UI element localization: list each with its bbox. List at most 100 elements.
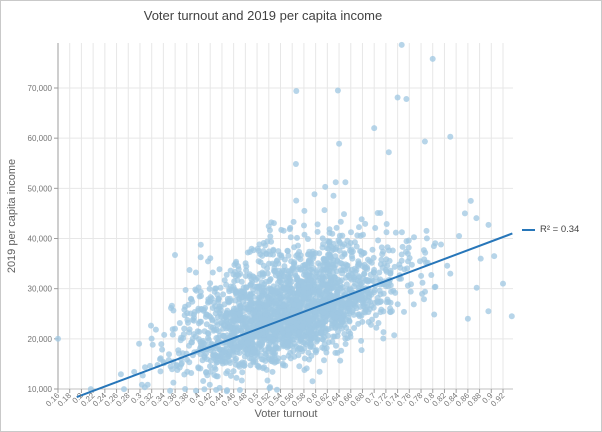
scatter-point: [335, 284, 342, 290]
scatter-point: [321, 357, 327, 364]
scatter-point: [342, 341, 349, 347]
scatter-point: [364, 266, 371, 272]
y-tick-label: 40,000: [28, 235, 53, 244]
scatter-point: [355, 273, 362, 280]
scatter-point: [209, 269, 216, 276]
scatter-point: [288, 278, 295, 285]
scatter-point: [259, 284, 266, 291]
scatter-point: [378, 244, 385, 251]
scatter-point: [373, 324, 380, 331]
scatter-point: [362, 304, 369, 311]
scatter-point: [398, 251, 405, 258]
scatter-point: [318, 330, 325, 337]
scatter-point: [250, 274, 257, 281]
scatter-point: [399, 243, 406, 250]
scatter-point: [377, 210, 384, 216]
scatter-point: [284, 327, 291, 334]
scatter-point: [271, 299, 278, 306]
scatter-point: [224, 354, 231, 361]
scatter-point: [361, 289, 368, 296]
trendline-legend-swatch-icon: [522, 228, 535, 231]
scatter-point: [419, 290, 426, 297]
scatter-point: [339, 299, 346, 306]
scatter-point: [306, 312, 313, 319]
scatter-point: [332, 274, 339, 281]
scatter-point: [431, 311, 438, 318]
scatter-point: [405, 237, 412, 244]
scatter-point: [286, 226, 293, 233]
scatter-point: [341, 331, 348, 337]
scatter-point: [233, 305, 240, 312]
scatter-point: [300, 333, 307, 340]
scatter-point: [430, 243, 437, 250]
scatter-point: [375, 320, 382, 326]
scatter-point: [258, 293, 265, 300]
scatter-point: [403, 96, 410, 102]
scatter-point: [398, 229, 405, 236]
scatter-point: [310, 265, 317, 271]
scatter-point: [230, 352, 237, 359]
scatter-point: [178, 360, 185, 367]
scatter-point: [269, 356, 276, 363]
scatter-point: [280, 343, 287, 350]
scatter-point: [270, 251, 276, 258]
scatter-point: [356, 224, 362, 231]
scatter-point: [149, 341, 156, 348]
scatter-point: [447, 133, 454, 140]
scatter-point: [301, 367, 308, 373]
scatter-point: [275, 248, 282, 255]
scatter-point: [359, 318, 366, 325]
scatter-point: [287, 234, 294, 241]
scatter-point: [236, 310, 243, 317]
scatter-point: [117, 371, 124, 378]
scatter-point: [235, 362, 242, 369]
scatter-point: [370, 278, 377, 285]
scatter-point: [223, 281, 230, 288]
scatter-point: [380, 329, 387, 336]
scatter-point: [308, 352, 315, 359]
scatter-point: [500, 280, 506, 287]
scatter-point: [406, 255, 413, 261]
scatter-point: [187, 310, 194, 317]
scatter-point: [338, 307, 345, 314]
scatter-point: [301, 285, 308, 292]
scatter-point: [386, 257, 393, 264]
scatter-point: [169, 331, 176, 338]
scatter-point: [203, 321, 210, 328]
scatter-point: [245, 306, 252, 313]
scatter-point: [312, 331, 319, 338]
scatter-point: [323, 273, 330, 280]
scatter-point: [267, 276, 274, 282]
scatter-point: [256, 304, 263, 311]
scatter-point: [353, 243, 360, 250]
scatter-point: [347, 333, 354, 340]
scatter-point: [316, 368, 323, 375]
scatter-point: [298, 266, 305, 273]
scatter-point: [316, 284, 323, 290]
scatter-point: [195, 365, 202, 372]
scatter-point: [387, 270, 394, 276]
scatter-point: [201, 352, 208, 359]
scatter-point: [285, 332, 292, 339]
scatter-point: [207, 363, 213, 370]
scatter-point: [301, 207, 308, 214]
scatter-point: [216, 266, 223, 273]
scatter-point: [376, 269, 383, 276]
scatter-point: [314, 221, 321, 228]
scatter-point: [246, 324, 253, 331]
scatter-point: [215, 328, 222, 335]
scatter-point: [263, 366, 270, 373]
scatter-point: [217, 284, 224, 291]
scatter-point: [186, 267, 193, 273]
scatter-point: [247, 362, 254, 369]
scatter-point: [280, 354, 287, 361]
scatter-point: [148, 322, 154, 329]
scatter-point: [280, 336, 287, 343]
scatter-point: [159, 346, 166, 353]
scatter-point: [358, 337, 365, 344]
scatter-point: [277, 325, 284, 332]
scatter-point: [266, 385, 273, 392]
scatter-point: [186, 329, 193, 336]
scatter-point: [188, 370, 195, 376]
